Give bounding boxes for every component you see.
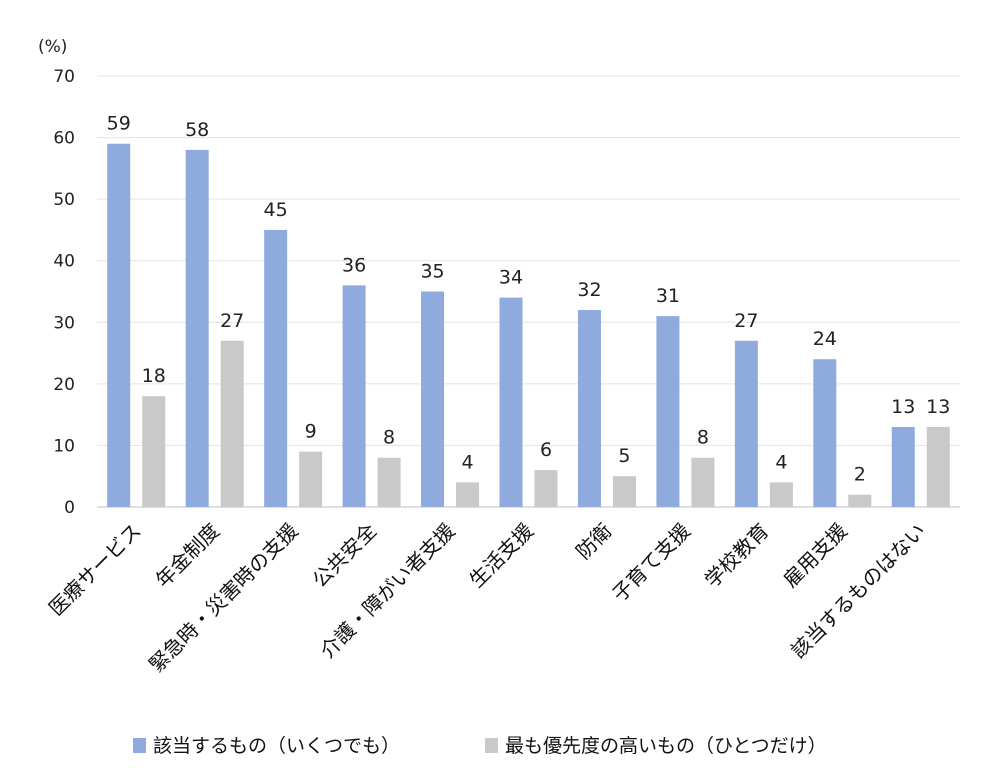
- data-label: 32: [577, 279, 601, 301]
- y-tick-label: 70: [53, 67, 75, 87]
- bar: [456, 482, 480, 507]
- legend-item: 最も優先度の高いもの（ひとつだけ）: [485, 735, 827, 757]
- category-label: 生活支援: [464, 519, 538, 593]
- category-label: 介護・障がい者支援: [315, 519, 459, 663]
- bar: [691, 457, 715, 507]
- data-label: 24: [813, 328, 837, 350]
- data-label: 31: [656, 285, 680, 307]
- data-label: 13: [926, 396, 950, 418]
- y-tick-label: 20: [53, 375, 75, 395]
- y-tick-label: 50: [53, 190, 75, 210]
- y-tick-label: 0: [64, 498, 75, 518]
- category-label: 年金制度: [151, 519, 225, 593]
- bar: [769, 482, 793, 507]
- y-tick-label: 10: [53, 436, 75, 456]
- data-label: 8: [383, 427, 395, 449]
- data-label: 13: [891, 396, 915, 418]
- y-tick-label: 40: [53, 252, 75, 272]
- bar: [656, 316, 680, 507]
- category-label: 緊急時・災害時の支援: [144, 519, 302, 677]
- legend-item: 該当するもの（いくつでも）: [133, 735, 400, 757]
- bar: [891, 426, 915, 507]
- data-label: 6: [540, 439, 552, 461]
- data-label: 35: [420, 261, 444, 283]
- data-label: 9: [305, 421, 317, 443]
- category-label: 雇用支援: [778, 519, 852, 593]
- category-label: 医療サービス: [44, 519, 146, 621]
- category-label: 防衛: [571, 519, 616, 564]
- data-label: 27: [734, 310, 758, 332]
- data-label: 34: [499, 267, 523, 289]
- category-label: 子育て支援: [607, 519, 695, 607]
- bar: [734, 340, 758, 507]
- data-label: 5: [618, 445, 630, 467]
- data-label: 45: [264, 199, 288, 221]
- bar: [612, 476, 636, 507]
- data-label: 8: [697, 427, 709, 449]
- data-label: 4: [775, 451, 787, 473]
- bar: [185, 149, 209, 507]
- data-label: 27: [220, 310, 244, 332]
- bar: [107, 143, 131, 507]
- legend-label: 該当するもの（いくつでも）: [153, 735, 400, 757]
- bar: [499, 297, 523, 507]
- y-tick-label: 60: [53, 129, 75, 149]
- data-label: 59: [107, 113, 131, 135]
- data-label: 4: [461, 451, 473, 473]
- bar: [142, 396, 166, 507]
- bar: [813, 359, 837, 507]
- category-label: 公共安全: [308, 519, 382, 593]
- bar: [421, 291, 445, 507]
- legend-label: 最も優先度の高いもの（ひとつだけ）: [505, 735, 827, 757]
- data-label: 58: [185, 119, 209, 141]
- bar: [299, 451, 323, 507]
- bar: [264, 229, 288, 507]
- data-label: 36: [342, 254, 366, 276]
- bar: [534, 470, 558, 507]
- bar: [848, 494, 872, 507]
- data-label: 18: [142, 365, 166, 387]
- bar: [926, 426, 950, 507]
- legend-swatch: [133, 738, 146, 753]
- category-label: 該当するものはない: [786, 519, 930, 663]
- y-tick-label: 30: [53, 313, 75, 333]
- unit-label: (%): [38, 37, 67, 57]
- data-label: 2: [854, 464, 866, 486]
- bar: [220, 340, 244, 507]
- bar: [377, 457, 401, 507]
- category-label: 学校教育: [700, 519, 774, 593]
- bar: [577, 309, 601, 507]
- bar: [342, 285, 366, 507]
- legend-swatch: [485, 738, 498, 753]
